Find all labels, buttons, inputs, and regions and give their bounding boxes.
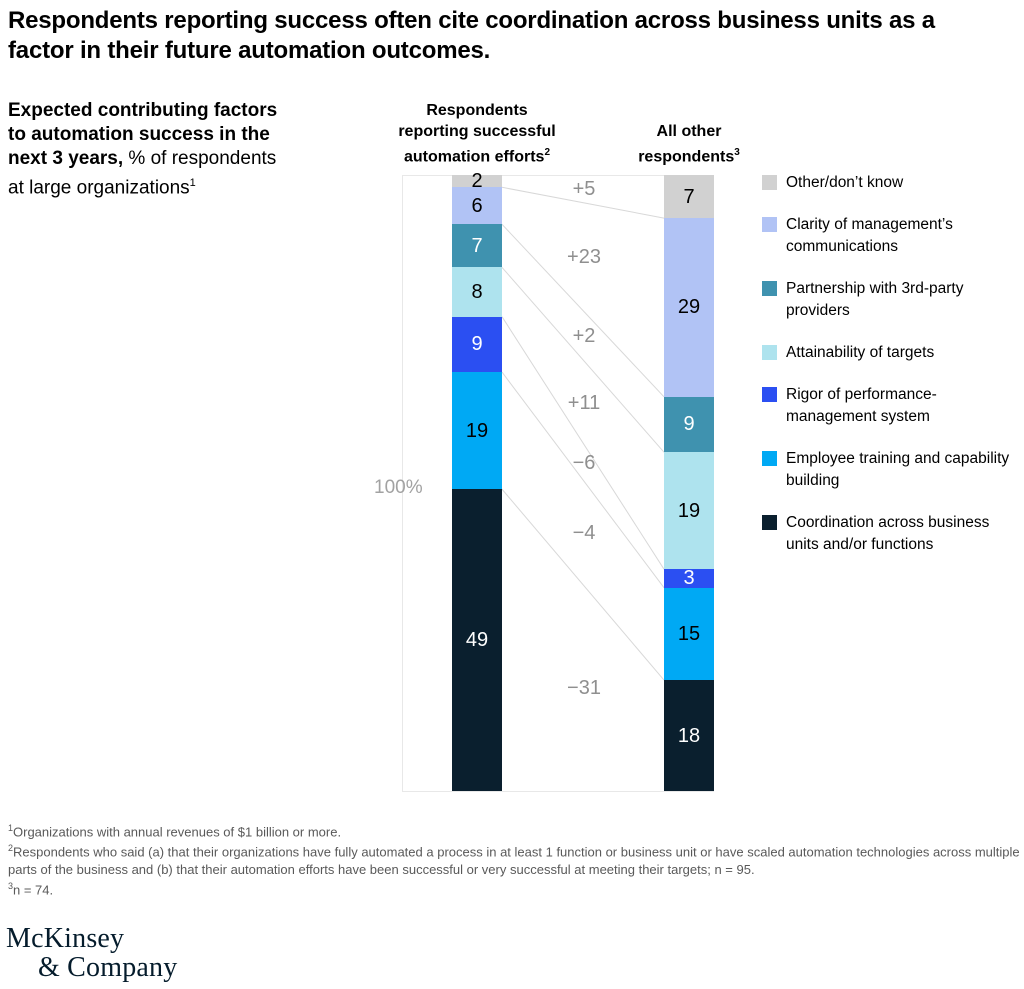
legend-swatch (762, 515, 777, 530)
bar-segment: 49 (452, 489, 502, 791)
legend-label: Partnership with 3rd-party providers (786, 280, 964, 319)
chart-subtitle: Expected contributing factors to automat… (8, 99, 293, 200)
connector-line (502, 223, 664, 398)
legend-label: Employee training and capability buildin… (786, 450, 1010, 489)
bar-segment: 8 (452, 267, 502, 317)
segment-value-label: 9 (471, 333, 483, 356)
footnote-marker: 3 (8, 880, 14, 891)
legend-swatch (762, 175, 777, 190)
legend-swatch (762, 387, 777, 402)
diff-label: +5 (572, 177, 596, 200)
segment-value-label: 6 (471, 194, 483, 217)
segment-value-label: 3 (683, 567, 695, 590)
mckinsey-logo: McKinsey & Company (6, 924, 177, 982)
column-header-others: All other respondents3 (624, 121, 754, 167)
bar-segment: 15 (664, 587, 714, 681)
subtitle-regular: % of respondents at large organizations (8, 148, 277, 199)
subtitle-footnote-marker: 1 (189, 177, 196, 189)
legend-item: Coordination across business units and/o… (762, 512, 1024, 556)
legend-item: Rigor of performance-management system (762, 384, 1024, 428)
legend-swatch (762, 217, 777, 232)
footnote-marker: 1 (8, 823, 14, 833)
footnote: 2Respondents who said (a) that their org… (8, 840, 1020, 877)
bar-segment: 19 (452, 372, 502, 490)
segment-value-label: 7 (471, 234, 483, 257)
legend-item: Other/don’t know (762, 172, 1024, 194)
bar-segment: 18 (664, 680, 714, 791)
bar-segment: 9 (664, 396, 714, 453)
bar-segment: 9 (452, 316, 502, 373)
footnotes: 1Organizations with annual revenues of $… (8, 820, 1020, 898)
legend-label: Coordination across business units and/o… (786, 514, 990, 553)
connector-line (502, 267, 664, 453)
legend-swatch (762, 281, 777, 296)
legend-swatch (762, 345, 777, 360)
segment-value-label: 19 (465, 419, 489, 442)
segment-value-label: 18 (677, 724, 701, 747)
column-header-successful-sup: 2 (544, 147, 550, 158)
diff-label: −6 (572, 451, 596, 474)
segment-value-label: 7 (683, 185, 695, 208)
footnote-text: Organizations with annual revenues of $1… (13, 824, 342, 840)
bar-segment: 29 (664, 218, 714, 397)
legend-item: Employee training and capability buildin… (762, 448, 1024, 492)
column-header-others-text: All other respondents (638, 123, 735, 166)
column-header-successful-text: Respondents reporting successful automat… (398, 102, 556, 166)
bar-others: 7 29 9 19 3 15 18 (664, 175, 714, 791)
legend-label: Attainability of targets (786, 344, 935, 361)
footnote: 1Organizations with annual revenues of $… (8, 820, 1020, 840)
bar-segment: 2 (452, 171, 502, 191)
bar-segment: 6 (452, 187, 502, 225)
connector-line (502, 186, 664, 219)
diff-label: −4 (572, 522, 596, 545)
bar-successful: 2 6 7 8 9 19 49 (452, 171, 502, 791)
axis-100-label: 100% (374, 477, 423, 498)
legend-label: Rigor of performance-management system (786, 386, 937, 425)
segment-value-label: 19 (677, 499, 701, 522)
segment-value-label: 29 (677, 296, 701, 319)
segment-value-label: 49 (465, 629, 489, 652)
footnote: 3n = 74. (8, 878, 1020, 898)
diff-label: −31 (567, 677, 601, 700)
footnote-text: n = 74. (13, 881, 54, 897)
footnote-text: Respondents who said (a) that their orga… (8, 844, 1020, 877)
legend-label: Clarity of management’s communications (786, 216, 953, 255)
connector-lines (502, 186, 664, 681)
connector-line (502, 316, 664, 570)
segment-value-label: 15 (677, 622, 701, 645)
diff-label: +11 (567, 391, 601, 414)
legend: Other/don’t know Clarity of management’s … (762, 172, 1024, 576)
segment-value-label: 8 (471, 281, 483, 303)
segment-value-label: 2 (471, 170, 483, 193)
bar-segment: 7 (452, 224, 502, 268)
diff-label: +23 (567, 246, 601, 269)
connector-line (502, 488, 664, 681)
logo-line-2: & Company (38, 952, 178, 983)
logo-line-1: McKinsey (6, 923, 125, 954)
legend-item: Partnership with 3rd-party providers (762, 278, 1024, 322)
bar-segment: 7 (664, 175, 714, 219)
legend-item: Attainability of targets (762, 342, 1024, 364)
diff-label: +2 (572, 325, 596, 348)
connector-line (502, 371, 664, 589)
chart-title: Respondents reporting success often cite… (8, 7, 935, 64)
segment-value-label: 9 (683, 413, 695, 436)
bar-segment: 3 (664, 567, 714, 590)
legend-item: Clarity of management’s communications (762, 214, 1024, 258)
column-header-others-sup: 3 (734, 147, 740, 158)
legend-label: Other/don’t know (786, 174, 904, 191)
bar-segment: 19 (664, 452, 714, 570)
legend-swatch (762, 451, 777, 466)
column-header-successful: Respondents reporting successful automat… (392, 100, 562, 167)
subtitle-bold: Expected contributing factors to automat… (8, 100, 278, 169)
footnote-marker: 2 (8, 843, 14, 854)
